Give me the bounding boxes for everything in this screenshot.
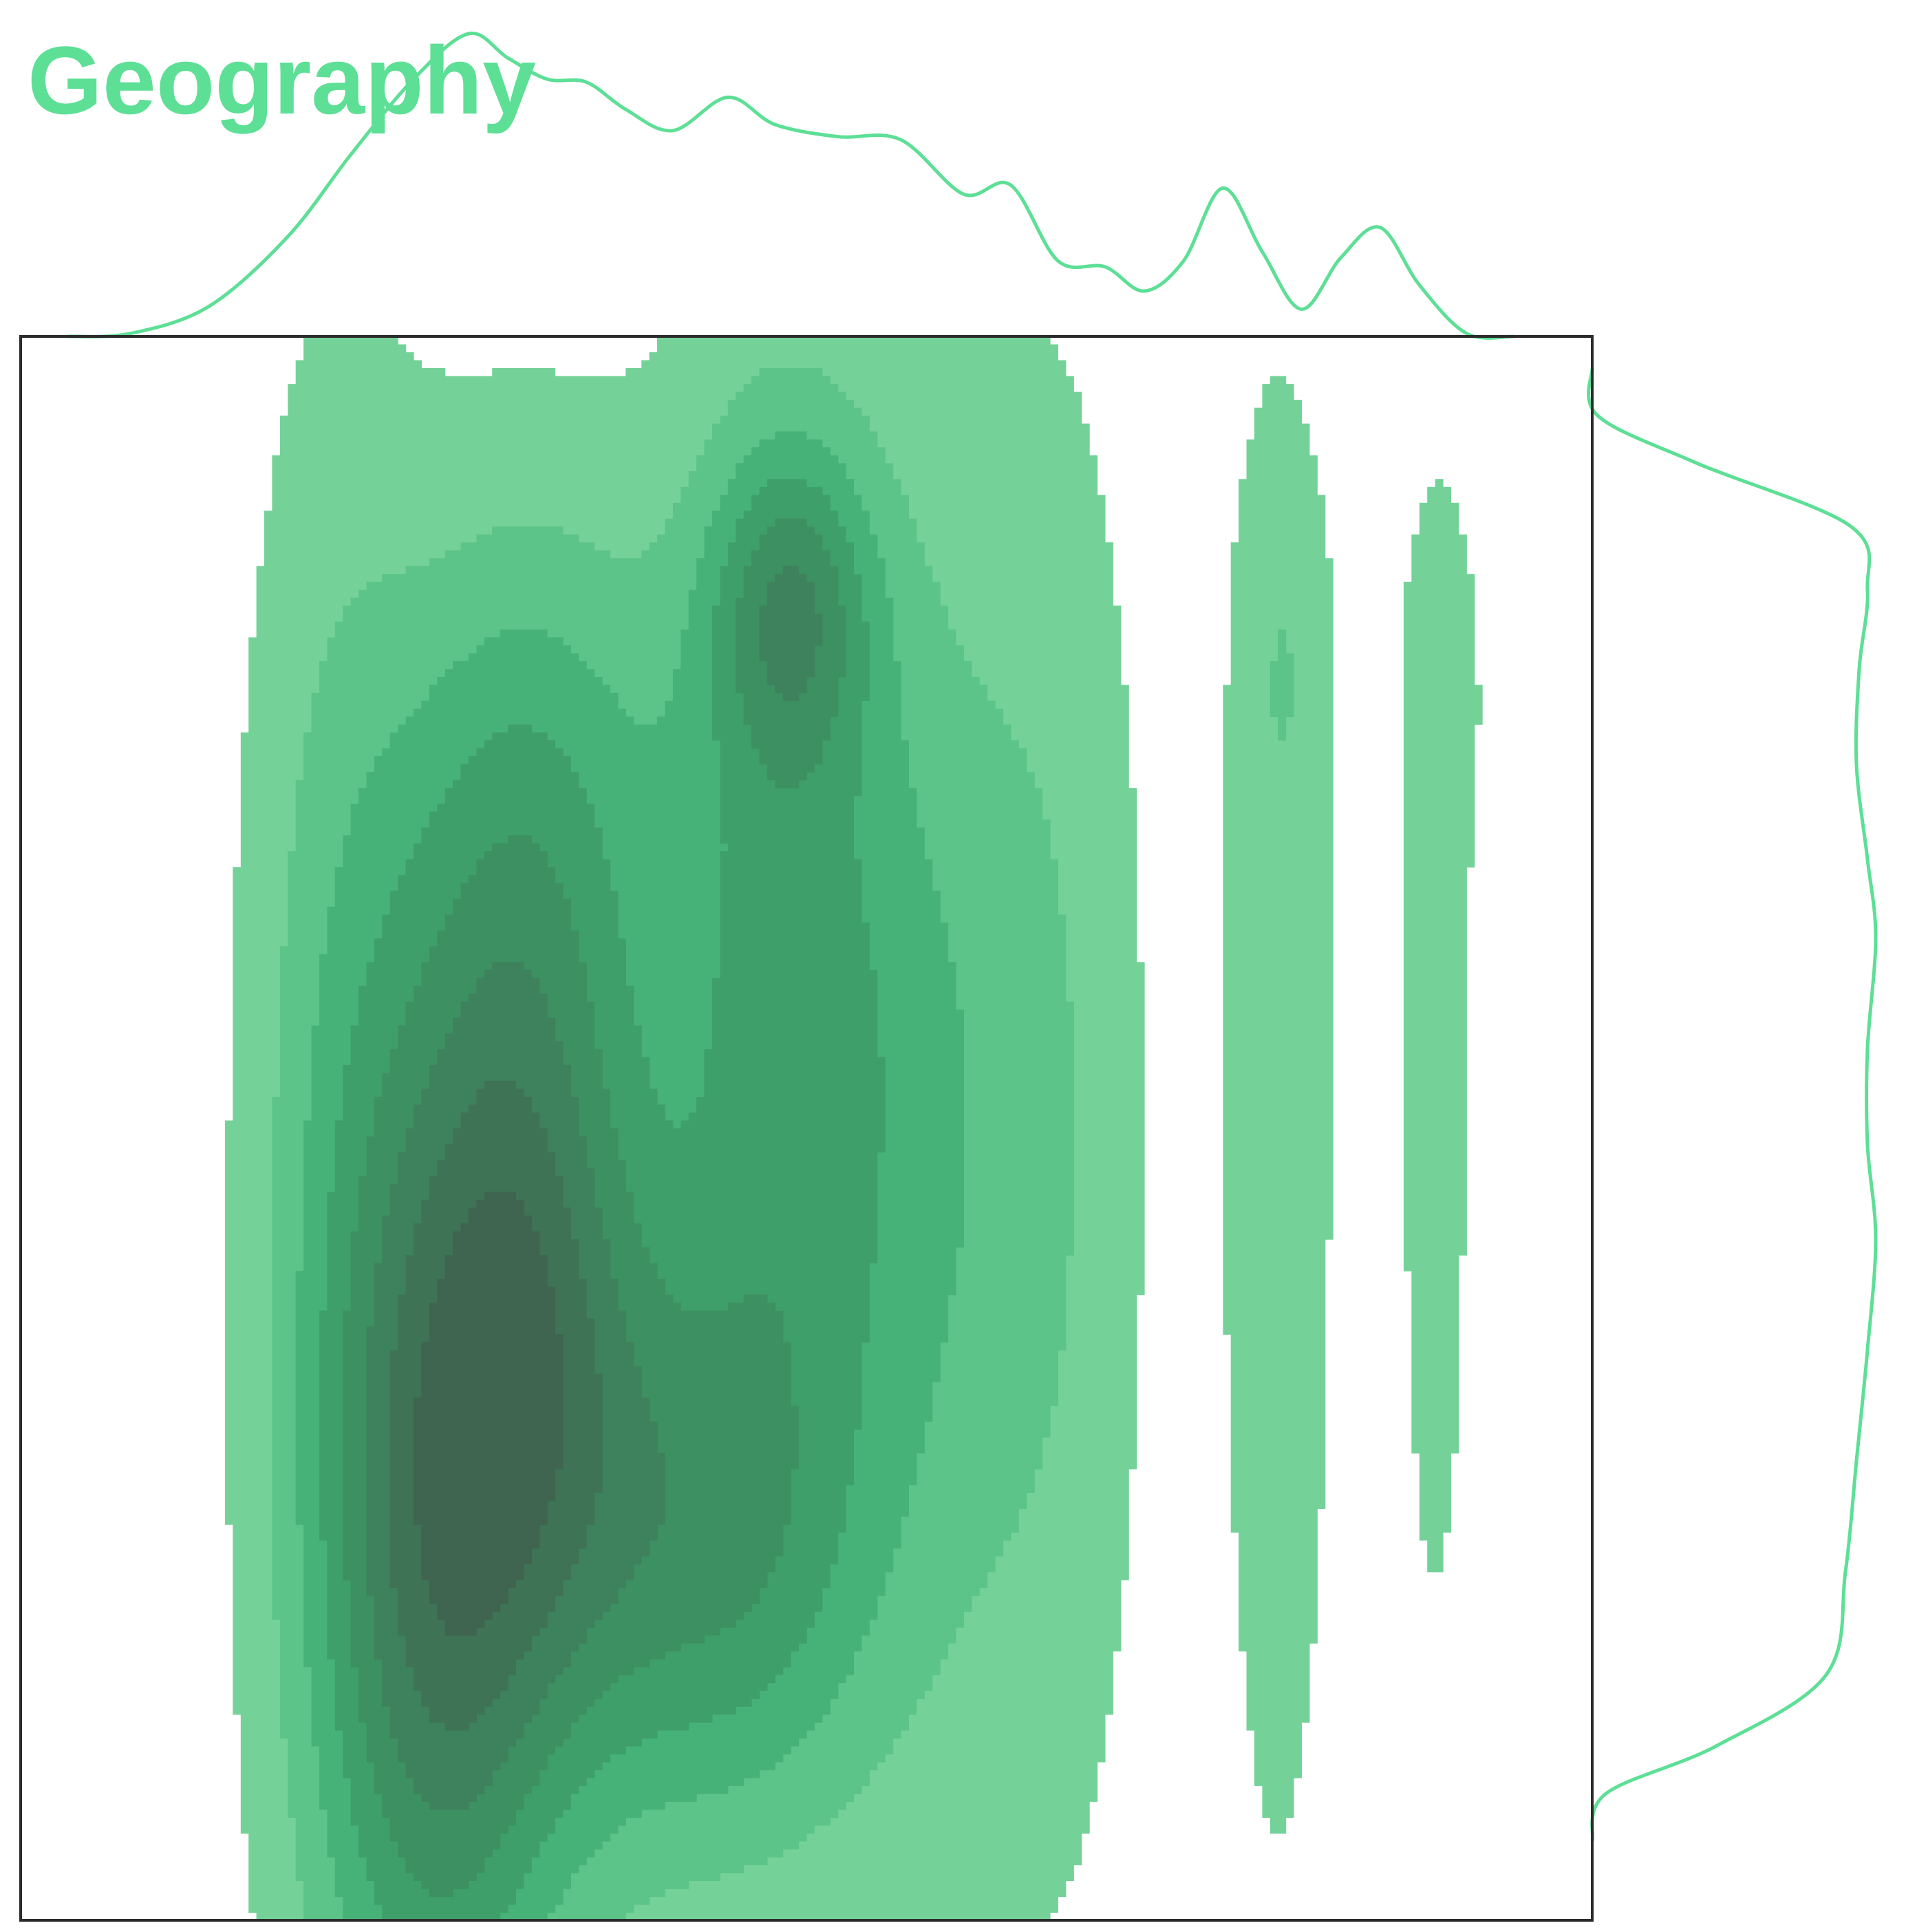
chart-title: Geography <box>28 26 536 134</box>
y-marginal-density-curve <box>1587 367 1878 1842</box>
plot-frame <box>19 335 1594 1922</box>
density-level-8 <box>414 1192 564 1636</box>
joint-density-contours <box>224 336 1483 1921</box>
x-marginal-density-curve <box>67 32 1514 340</box>
